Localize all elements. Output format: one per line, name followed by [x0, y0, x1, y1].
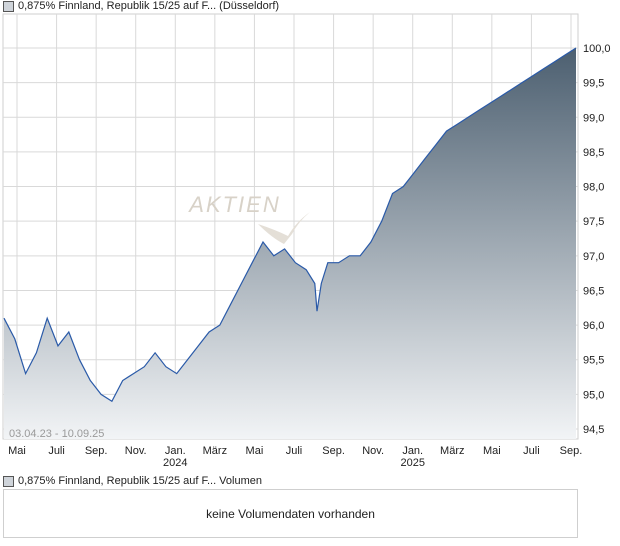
x-tick-label: März — [203, 445, 227, 457]
y-tick-label: 99,0 — [583, 112, 604, 124]
x-tick-year: 2025 — [400, 457, 424, 469]
price-area — [4, 48, 576, 439]
x-tick-label: Nov. — [125, 445, 147, 457]
x-tick-label: Sep. — [560, 445, 583, 457]
y-tick-label: 95,5 — [583, 355, 604, 367]
y-tick-label: 97,5 — [583, 216, 604, 228]
date-range-label: 03.04.23 - 10.09.25 — [9, 428, 104, 440]
watermark-swoosh — [258, 212, 310, 244]
price-legend-label: 0,875% Finnland, Republik 15/25 auf F...… — [18, 0, 280, 12]
y-tick-label: 97,0 — [583, 251, 604, 263]
volume-legend: 0,875% Finnland, Republik 15/25 auf F...… — [3, 475, 262, 487]
volume-message: keine Volumendaten vorhanden — [206, 506, 375, 521]
x-tick-label: Sep. — [322, 445, 345, 457]
y-axis-ticks: 100,0 99,5 99,0 98,5 98,0 97,5 97,0 96,5 96,0 95,… — [583, 43, 611, 436]
y-tick-label: 95,0 — [583, 389, 604, 401]
x-tick-label: Mai — [246, 445, 264, 457]
x-tick-label: März — [440, 445, 464, 457]
y-tick-label: 100,0 — [583, 43, 611, 55]
x-tick-label: Juli — [523, 445, 540, 457]
price-legend-swatch — [3, 0, 14, 12]
x-tick-label: Jan. — [165, 445, 186, 457]
x-tick-label: Juli — [286, 445, 303, 457]
x-tick-label: Mai — [8, 445, 26, 457]
x-tick-label: Mai — [483, 445, 501, 457]
price-chart: AKTIEN 100,0 99,5 99,0 98,5 98,0 97,5 97,0 96,5… — [2, 13, 611, 469]
y-tick-label: 96,0 — [583, 320, 604, 332]
volume-panel: keine Volumendaten vorhanden — [3, 489, 578, 538]
x-tick-label: Sep. — [85, 445, 108, 457]
y-tick-label: 98,0 — [583, 182, 604, 194]
volume-legend-swatch — [3, 475, 14, 487]
watermark-text: AKTIEN — [187, 192, 280, 217]
price-line — [3, 47, 577, 403]
y-tick-label: 98,5 — [583, 147, 604, 159]
x-tick-label: Nov. — [362, 445, 384, 457]
x-tick-year: 2024 — [163, 457, 187, 469]
y-tick-label: 99,5 — [583, 78, 604, 90]
x-tick-label: Jan. — [402, 445, 423, 457]
volume-legend-label: 0,875% Finnland, Republik 15/25 auf F...… — [18, 475, 262, 487]
price-legend: 0,875% Finnland, Republik 15/25 auf F...… — [3, 0, 279, 12]
x-tick-label: Juli — [48, 445, 65, 457]
y-tick-label: 94,5 — [583, 424, 604, 436]
y-tick-label: 96,5 — [583, 285, 604, 297]
